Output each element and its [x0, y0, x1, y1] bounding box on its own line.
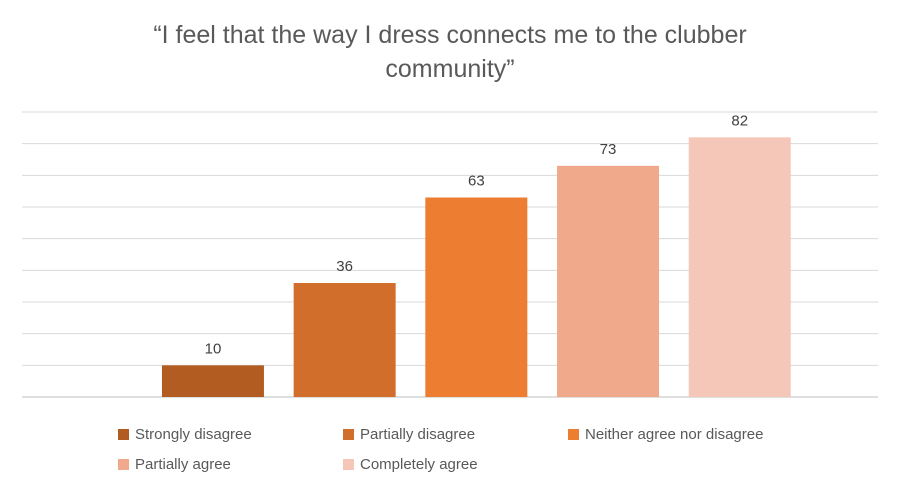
data-label: 10 [205, 340, 222, 357]
legend-swatch [343, 429, 354, 440]
bar-partially-agree [557, 165, 660, 397]
legend: Strongly disagree Partially disagree Neith… [118, 426, 838, 486]
legend-label: Partially disagree [360, 426, 476, 443]
bar-completely-agree [688, 137, 791, 398]
data-label: 82 [731, 112, 748, 129]
data-label: 36 [336, 258, 353, 275]
legend-label: Strongly disagree [135, 426, 252, 443]
bar-partially-disagree [293, 283, 396, 397]
legend-label: Partially agree [135, 456, 231, 473]
legend-swatch [118, 429, 129, 440]
bar-strongly-disagree [161, 365, 264, 397]
legend-swatch [118, 459, 129, 470]
bar-neither-agree-nor-disagree [425, 197, 528, 397]
legend-item: Strongly disagree [118, 426, 252, 443]
legend-label: Completely agree [360, 456, 478, 473]
legend-item: Partially agree [118, 456, 231, 473]
legend-item: Completely agree [343, 456, 478, 473]
legend-label: Neither agree nor disagree [585, 426, 764, 443]
chart-title: “I feel that the way I dress connects me… [153, 21, 747, 83]
legend-swatch [343, 459, 354, 470]
data-label: 63 [468, 173, 485, 190]
legend-item: Neither agree nor disagree [568, 426, 763, 443]
data-label: 73 [600, 141, 617, 158]
legend-swatch [568, 429, 579, 440]
legend-item: Partially disagree [343, 426, 475, 443]
